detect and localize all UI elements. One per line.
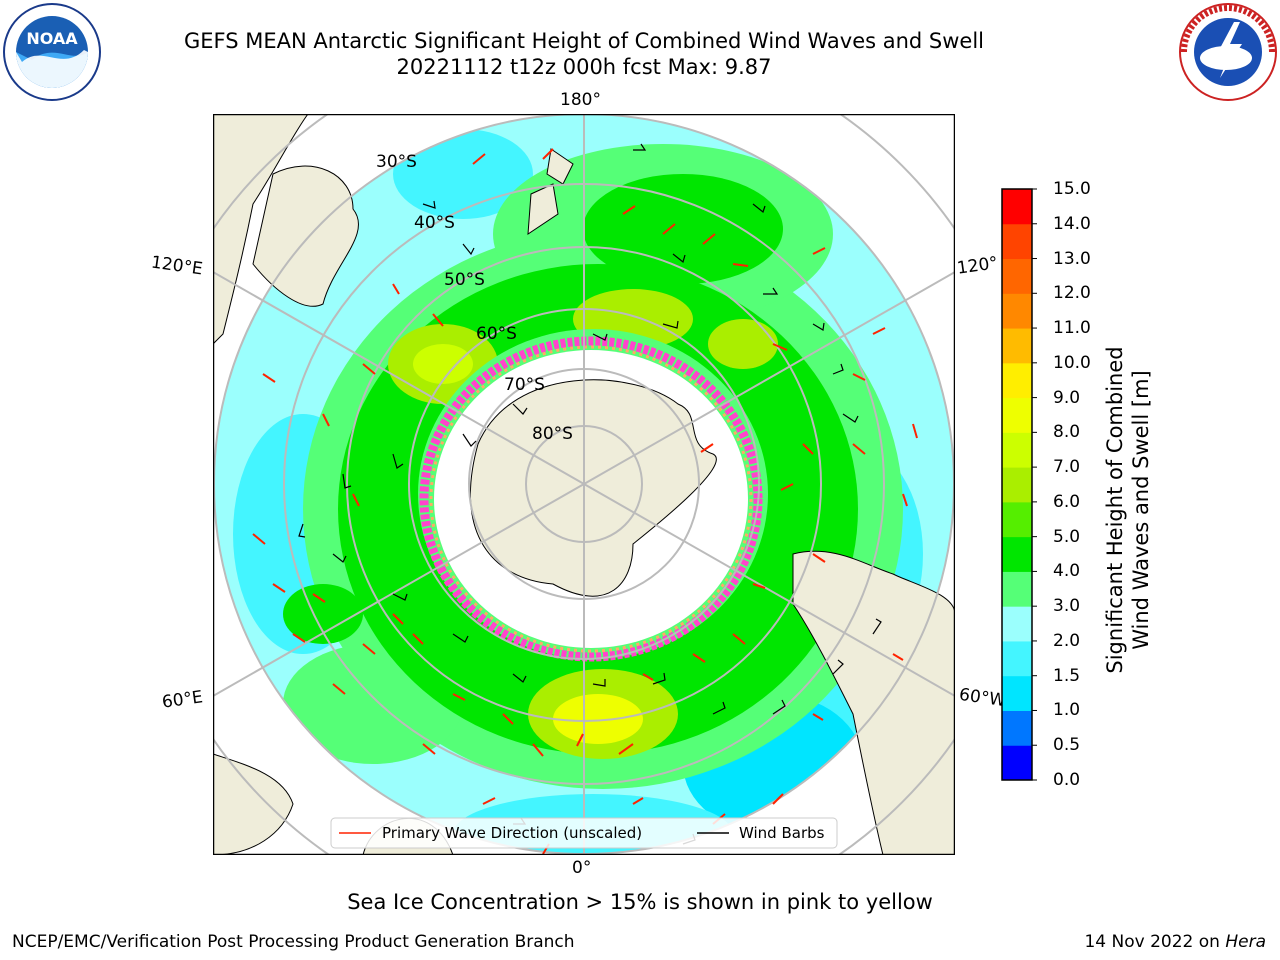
colorbar-segment <box>1002 362 1032 399</box>
footer-credit: NCEP/EMC/Verification Post Processing Pr… <box>12 932 575 952</box>
lat-label-60s: 60°S <box>476 324 517 344</box>
colorbar-label-line1: Significant Height of Combined <box>1103 346 1127 674</box>
chart-title: GEFS MEAN Antarctic Significant Height o… <box>183 29 985 53</box>
colorbar-segment <box>1002 189 1032 225</box>
colorbar-label-line2: Wind Waves and Swell [m] <box>1129 370 1153 650</box>
colorbar-tick-label: 8.0 <box>1053 422 1081 443</box>
colorbar-tick-label: 1.0 <box>1053 700 1081 721</box>
sea-ice-caption: Sea Ice Concentration > 15% is shown in … <box>347 890 933 914</box>
colorbar-tick-label: 0.5 <box>1053 735 1081 756</box>
colorbar-tick-label: 1.5 <box>1053 665 1081 686</box>
colorbar-segment <box>1002 467 1032 503</box>
footer-date-text: 14 Nov 2022 on <box>1084 932 1226 952</box>
colorbar-tick-label: 5.0 <box>1053 526 1081 547</box>
legend-barb-label: Wind Barbs <box>739 824 825 842</box>
colorbar-tick-label: 4.0 <box>1053 561 1081 582</box>
africa <box>213 753 294 855</box>
colorbar-segment <box>1002 640 1032 677</box>
noaa-logo: NOAA <box>3 3 101 101</box>
colorbar-segment <box>1002 432 1032 468</box>
colorbar-tick-label: 3.0 <box>1053 596 1081 617</box>
footer-machine: Hera <box>1225 932 1266 952</box>
svg-text:NOAA: NOAA <box>26 29 78 48</box>
colorbar-tick-label: 15.0 <box>1053 179 1091 199</box>
legend-wave-label: Primary Wave Direction (unscaled) <box>382 824 642 842</box>
lon-label-120e: 120°E <box>149 252 204 280</box>
wind-barbs <box>298 143 882 845</box>
colorbar-segment <box>1002 397 1032 433</box>
colorbar-tick-label: 7.0 <box>1053 457 1081 478</box>
colorbar-tick-label: 2.0 <box>1053 630 1081 651</box>
colorbar-segment <box>1002 258 1032 294</box>
lat-label-70s: 70°S <box>504 375 545 395</box>
colorbar-tick-label: 10.0 <box>1053 352 1091 373</box>
colorbar-frame <box>1001 188 1033 781</box>
chart-subtitle: 20221112 t12z 000h fcst Max: 9.87 <box>396 55 772 79</box>
colorbar-label: Significant Height of Combined Wind Wave… <box>1102 300 1154 720</box>
colorbar-segment <box>1002 328 1032 364</box>
colorbar-tick-label: 12.0 <box>1053 283 1091 304</box>
footer-date: 14 Nov 2022 on Hera <box>1084 932 1266 952</box>
map-legend: Primary Wave Direction (unscaled) Wind B… <box>330 817 838 849</box>
australia <box>213 114 309 345</box>
lon-label-60e: 60°E <box>160 687 205 713</box>
colorbar-tick-label: 9.0 <box>1053 387 1081 408</box>
colorbar-tick-label: 14.0 <box>1053 213 1091 234</box>
nws-logo <box>1179 3 1277 101</box>
antarctic-wave-map: Primary Wave Direction (unscaled) Wind B… <box>213 114 955 855</box>
lat-label-50s: 50°S <box>444 270 485 290</box>
colorbar-segment <box>1002 745 1032 781</box>
colorbar-segment <box>1002 606 1032 642</box>
colorbar-segment <box>1002 501 1032 538</box>
colorbar-segment <box>1002 536 1032 572</box>
lon-label-0: 0° <box>572 858 592 878</box>
colorbar-tick-label: 13.0 <box>1053 248 1091 269</box>
lon-label-180: 180° <box>560 90 601 110</box>
colorbar-tick-label: 0.0 <box>1053 770 1081 790</box>
map-frame <box>213 114 955 855</box>
colorbar-segment <box>1002 293 1032 329</box>
colorbar-segment <box>1002 223 1032 260</box>
colorbar <box>1001 188 1037 781</box>
lat-label-80s: 80°S <box>532 424 573 444</box>
lat-label-40s: 40°S <box>414 213 455 233</box>
colorbar-tick-label: 6.0 <box>1053 491 1081 512</box>
antarctica <box>469 379 717 597</box>
colorbar-segment <box>1002 710 1032 746</box>
colorbar-tick-label: 11.0 <box>1053 318 1091 339</box>
lat-label-30s: 30°S <box>376 152 417 172</box>
lon-label-120w: 120° <box>955 253 1000 279</box>
colorbar-segment <box>1002 675 1032 711</box>
colorbar-segment <box>1002 571 1032 607</box>
wave-direction-arrows <box>252 148 918 855</box>
